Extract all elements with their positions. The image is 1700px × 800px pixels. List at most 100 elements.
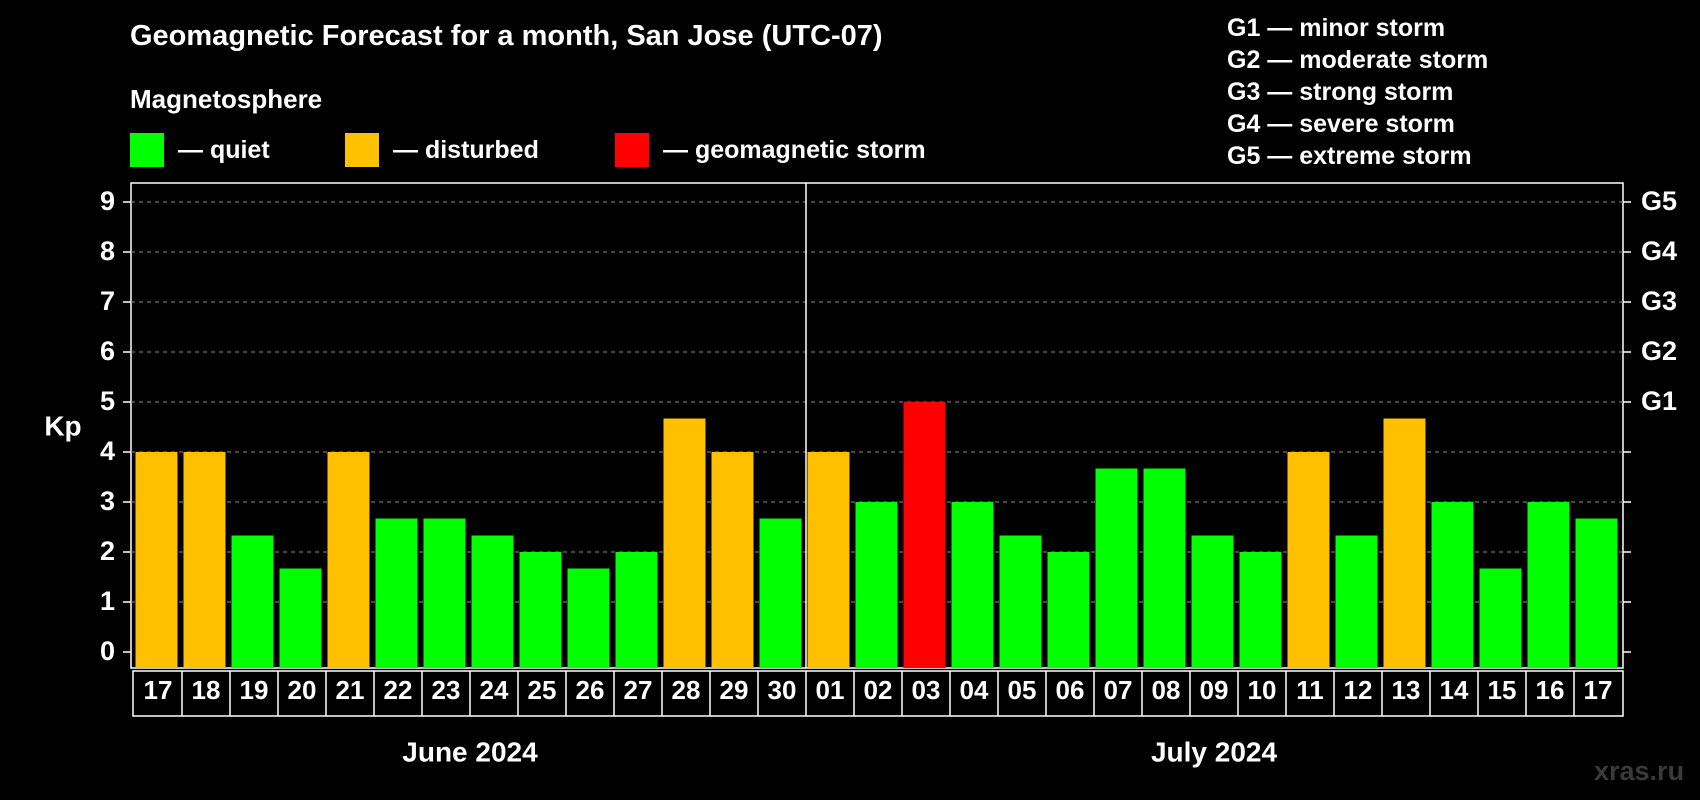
bar bbox=[1191, 535, 1234, 668]
bar bbox=[951, 502, 994, 668]
bar bbox=[1239, 552, 1282, 668]
y-tick-label: 8 bbox=[100, 236, 115, 266]
bar bbox=[711, 452, 754, 668]
watermark: xras.ru bbox=[1594, 756, 1685, 786]
x-tick-label: 22 bbox=[384, 675, 413, 705]
bar bbox=[1527, 502, 1570, 668]
bar bbox=[1143, 468, 1186, 668]
month-label: July 2024 bbox=[1151, 736, 1278, 767]
x-tick-label: 21 bbox=[336, 675, 365, 705]
bar bbox=[279, 568, 322, 668]
legend-label-disturbed: — disturbed bbox=[393, 135, 539, 164]
g-scale-item-g3: G3 — strong storm bbox=[1227, 78, 1454, 106]
bar bbox=[1335, 535, 1378, 668]
month-label: June 2024 bbox=[402, 736, 538, 767]
x-tick-label: 07 bbox=[1104, 675, 1133, 705]
chart-title: Geomagnetic Forecast for a month, San Jo… bbox=[130, 20, 883, 52]
y-tick-label: 7 bbox=[100, 286, 115, 316]
bar bbox=[615, 552, 658, 668]
bar bbox=[519, 552, 562, 668]
g-axis-label: G5 bbox=[1641, 186, 1677, 216]
g-scale-item-g1: G1 — minor storm bbox=[1227, 14, 1446, 42]
x-tick-label: 04 bbox=[960, 675, 989, 705]
g-axis-label: G2 bbox=[1641, 336, 1677, 366]
legend-item-disturbed: — disturbed bbox=[345, 133, 539, 167]
g-axis-label: G3 bbox=[1641, 286, 1677, 316]
bar bbox=[1479, 568, 1522, 668]
x-tick-label: 15 bbox=[1488, 675, 1517, 705]
g-scale-legend: G1 — minor storm G2 — moderate storm G3 … bbox=[1227, 12, 1488, 172]
x-tick-label: 20 bbox=[288, 675, 317, 705]
g-axis-label: G4 bbox=[1641, 236, 1677, 266]
y-tick-label: 6 bbox=[100, 336, 115, 366]
g-scale-item-g2: G2 — moderate storm bbox=[1227, 46, 1489, 74]
legend-label-storm: — geomagnetic storm bbox=[663, 135, 926, 164]
bar bbox=[471, 535, 514, 668]
y-tick-label: 9 bbox=[100, 186, 115, 216]
legend-label-quiet: — quiet bbox=[178, 135, 270, 164]
legend-swatch-storm bbox=[615, 133, 649, 167]
g-axis-label: G1 bbox=[1641, 386, 1677, 416]
x-tick-label: 23 bbox=[432, 675, 461, 705]
y-tick-label: 4 bbox=[100, 436, 115, 466]
y-tick-label: 2 bbox=[100, 536, 115, 566]
g-scale-item-g4: G4 — severe storm bbox=[1227, 110, 1455, 138]
x-tick-label: 26 bbox=[576, 675, 605, 705]
y-axis-label: Kp bbox=[44, 410, 81, 441]
bar bbox=[135, 452, 178, 668]
x-tick-label: 30 bbox=[768, 675, 797, 705]
legend-item-quiet: — quiet bbox=[130, 133, 270, 167]
bar bbox=[759, 518, 802, 668]
x-tick-label: 03 bbox=[912, 675, 941, 705]
bar bbox=[903, 402, 946, 668]
bar bbox=[999, 535, 1042, 668]
x-tick-label: 10 bbox=[1248, 675, 1277, 705]
x-tick-label: 28 bbox=[672, 675, 701, 705]
x-tick-label: 19 bbox=[240, 675, 269, 705]
y-tick-label: 5 bbox=[100, 386, 115, 416]
g-scale-item-g5: G5 — extreme storm bbox=[1227, 142, 1472, 170]
x-tick-label: 14 bbox=[1440, 675, 1469, 705]
x-tick-label: 01 bbox=[816, 675, 845, 705]
y-tick-label: 3 bbox=[100, 486, 115, 516]
legend-item-storm: — geomagnetic storm bbox=[615, 133, 926, 167]
x-tick-label: 18 bbox=[192, 675, 221, 705]
x-tick-label: 17 bbox=[144, 675, 173, 705]
x-tick-label: 17 bbox=[1584, 675, 1613, 705]
x-tick-label: 09 bbox=[1200, 675, 1229, 705]
x-tick-label: 25 bbox=[528, 675, 557, 705]
legend-subtitle: Magnetosphere bbox=[130, 84, 323, 114]
legend-swatch-quiet bbox=[130, 133, 164, 167]
x-tick-label: 27 bbox=[624, 675, 653, 705]
bar bbox=[807, 452, 850, 668]
x-tick-label: 29 bbox=[720, 675, 749, 705]
x-tick-label: 11 bbox=[1296, 675, 1324, 705]
bar bbox=[855, 502, 898, 668]
x-tick-label: 13 bbox=[1392, 675, 1421, 705]
bar bbox=[183, 452, 226, 668]
bar bbox=[1287, 452, 1330, 668]
bar bbox=[567, 568, 610, 668]
bar bbox=[1383, 418, 1426, 668]
x-tick-label: 16 bbox=[1536, 675, 1565, 705]
bar bbox=[231, 535, 274, 668]
bar bbox=[375, 518, 418, 668]
y-tick-label: 0 bbox=[100, 636, 115, 666]
bar bbox=[1575, 518, 1618, 668]
bar bbox=[327, 452, 370, 668]
x-tick-label: 12 bbox=[1344, 675, 1373, 705]
x-tick-label: 02 bbox=[864, 675, 893, 705]
x-tick-label: 08 bbox=[1152, 675, 1181, 705]
day-label-box bbox=[132, 670, 1624, 717]
bar bbox=[663, 418, 706, 668]
bar bbox=[1047, 552, 1090, 668]
bar bbox=[423, 518, 466, 668]
y-tick-label: 1 bbox=[100, 586, 115, 616]
bar bbox=[1095, 468, 1138, 668]
x-tick-label: 05 bbox=[1008, 675, 1037, 705]
bar bbox=[1431, 502, 1474, 668]
x-tick-label: 06 bbox=[1056, 675, 1085, 705]
x-tick-label: 24 bbox=[480, 675, 509, 705]
legend-swatch-disturbed bbox=[345, 133, 379, 167]
